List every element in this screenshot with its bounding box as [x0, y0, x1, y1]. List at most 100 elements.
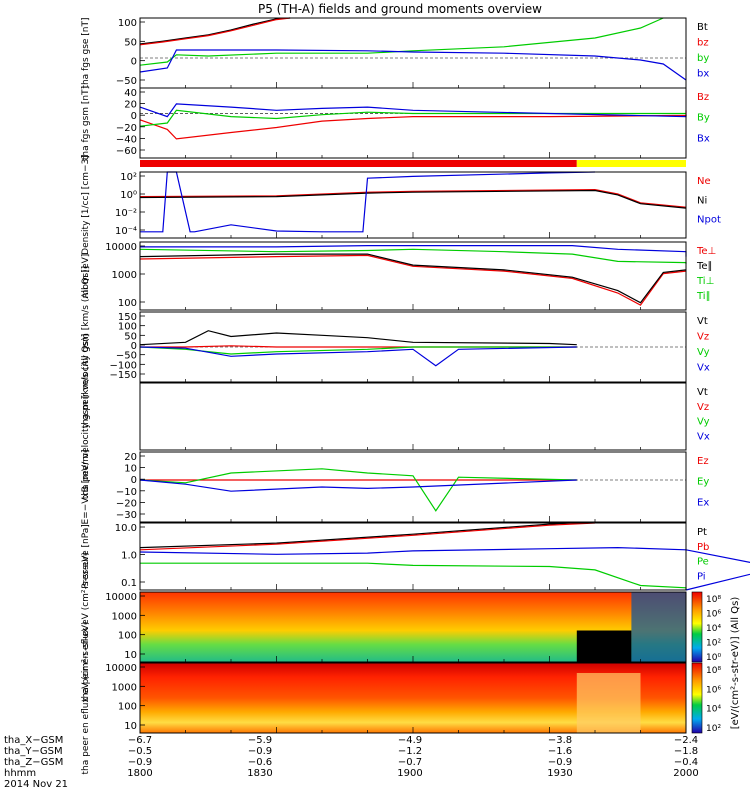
y-tick-label: −50 [116, 76, 137, 87]
y-tick-label: −30 [116, 510, 137, 521]
y-tick-label: 1000 [112, 611, 137, 622]
panel-4: Te⊥ Te∥ Ti⊥ Ti∥ 10000 1000 100 mom [eV] [81, 241, 716, 311]
axis-row-value: −1.6 [548, 746, 572, 757]
legend-4: Te⊥ Te∥ Ti⊥ Ti∥ [696, 246, 716, 302]
colorbar-tick: 10⁴ [706, 624, 721, 634]
legend-entry: bx [697, 69, 709, 80]
colorbar-9: 10⁸ 10⁶ 10⁴ 10² 10⁰ [691, 591, 721, 663]
colorbar-tick: 10⁸ [706, 595, 721, 605]
y-tick-label: −20 [116, 498, 137, 509]
legend-entry: Ne [697, 176, 711, 187]
axis-row-value: −1.8 [674, 746, 698, 757]
series-Pt [139, 522, 573, 549]
panel-frame [139, 171, 687, 239]
y-axis-label: E=−VxB [mV/m] [81, 449, 91, 524]
panel-8: Pt Pb Pe Pi 10.0 1.0 0.1 Pressure [nPa] [81, 522, 750, 591]
mode-bar [140, 160, 686, 167]
y-axis-label: mom [eV] [81, 254, 91, 299]
panel-frame [139, 87, 687, 159]
legend-entry: Ez [697, 456, 709, 467]
panel-6: Vt Vz Vy Vx tha peer velocity gsm [km/s (All… [81, 334, 710, 499]
axis-row-value: −0.4 [674, 757, 698, 768]
series-Npot [140, 171, 596, 233]
legend-entry: bz [697, 38, 709, 49]
panel-1: Bt bz by bx 100 50 0 −50 tha fgs gse [nT] [81, 17, 709, 89]
y-tick-label: 40 [124, 88, 137, 99]
y-axis-label: tha fgs gse [nT] [81, 17, 91, 88]
axis-row-value: 1830 [247, 768, 272, 779]
legend-5: Vt Vz Vy Vx [697, 316, 710, 374]
legend-6: Vt Vz Vy Vx [697, 387, 710, 442]
legend-entry: Vy [697, 347, 710, 358]
axis-row-value: −0.9 [248, 746, 272, 757]
legend-entry: Pi [697, 571, 706, 582]
y-axis-label: Pressure [nPa] [81, 524, 91, 589]
legend-8: Pt Pb Pe Pi [697, 527, 709, 582]
y-axis-label: tha peer velocity gsm [km/s (All Qs)] [81, 334, 91, 499]
y-tick-label: −20 [116, 123, 137, 134]
spectrogram-low [631, 592, 686, 662]
legend-entry: Pb [697, 542, 709, 553]
y-tick-label: 50 [124, 37, 137, 48]
panel-10: 10⁸ 10⁶ 10⁴ 10² 10000 1000 100 10 tha peer en ef… [81, 622, 721, 775]
y-tick-label: 100 [118, 702, 137, 713]
axis-row-label: hhmm [4, 768, 36, 779]
axis-date: 2014 Nov 21 [4, 779, 68, 790]
axis-row-value: 1930 [547, 768, 572, 779]
y-tick-label: 10000 [105, 592, 137, 603]
colorbar-tick: 10⁶ [706, 685, 721, 695]
axis-row-value: 2000 [673, 768, 698, 779]
legend-entry: Vz [697, 402, 709, 413]
plot-title: P5 (TH-A) fields and ground moments over… [258, 2, 542, 16]
series-Ti∥ [140, 245, 687, 257]
y-tick-label: −50 [116, 351, 137, 362]
y-tick-label: 50 [124, 331, 137, 342]
y-tick-label: 10² [120, 172, 137, 183]
series-Te∥ [139, 253, 687, 304]
legend-entry: Vt [697, 387, 708, 398]
colorbar-scale [691, 662, 703, 734]
y-tick-label: 10⁰ [120, 190, 137, 201]
y-tick-label: −10 [116, 487, 137, 498]
y-tick-label: 1000 [112, 682, 137, 693]
panel-3: Ne Ni Npot 10² 10⁰ 10⁻² 10⁻⁴ Density [1/cc] [cm… [81, 155, 721, 255]
y-tick-label: 20 [124, 100, 137, 111]
legend-entry: Pe [697, 557, 709, 568]
series-Ey [139, 468, 577, 512]
series-Vy [139, 346, 577, 355]
legend-7: Ez Ey Ex [697, 456, 709, 508]
legend-entry: Bt [697, 22, 708, 33]
mode-bar-yellow [576, 160, 686, 167]
series-bx [139, 49, 687, 81]
y-tick-label: 100 [118, 298, 137, 309]
series-Ni [139, 189, 687, 209]
legend-entry: Vy [697, 417, 710, 428]
series-By [139, 109, 686, 127]
panel-frame [139, 522, 687, 591]
y-tick-label: 0 [131, 475, 137, 486]
axis-row-value: −0.9 [128, 757, 152, 768]
axis-row-value: −0.5 [128, 746, 152, 757]
axis-row-1: tha_X−GSM −6.7 −5.9 −4.9 −3.8 −2.4 [4, 735, 698, 746]
y-axis-label: tha peer en eflux eV (cm²-s-sr-eV) [81, 622, 91, 775]
colorbar-tick: 10⁶ [706, 610, 721, 620]
y-tick-label: 1000 [112, 270, 137, 281]
axis-row-label: tha_Z−GSM [4, 757, 63, 768]
panel-frame [139, 17, 687, 89]
legend-entry: Bz [697, 92, 709, 103]
y-axis-label: tha fgs gsm [nT] [81, 86, 91, 160]
y-tick-label: 10 [124, 650, 137, 661]
series-Vx [139, 346, 577, 367]
colorbar-tick: 10⁰ [706, 653, 721, 663]
legend-entry: by [697, 53, 709, 64]
mode-bar-red [140, 160, 577, 167]
legend-entry: Npot [697, 215, 721, 226]
axis-row-value: −0.6 [248, 757, 272, 768]
colorbar-tick: 10⁸ [706, 666, 721, 676]
colorbar-label: [eV/(cm²-s-str-eV)] (All Qs) [730, 597, 741, 730]
series-Te⊥ [139, 254, 687, 306]
y-tick-label: 10000 [105, 242, 137, 253]
y-tick-label: 0 [131, 111, 137, 122]
